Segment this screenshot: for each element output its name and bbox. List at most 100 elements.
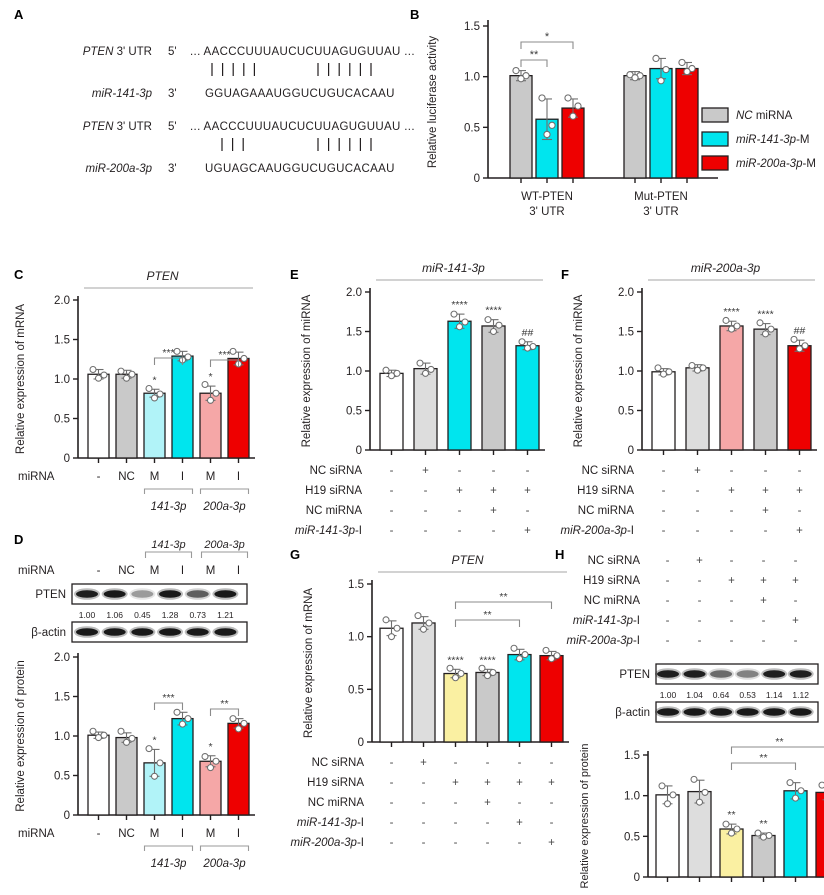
data-point: [569, 112, 577, 120]
data-point: [663, 800, 672, 808]
panel-g-svg: 0 0.5 1.0 1.5 Relative expression of mRNA PTE…: [290, 553, 569, 849]
significance-bracket: [209, 708, 240, 716]
matrix-cell: -: [458, 525, 462, 537]
data-point: [457, 670, 465, 678]
panel-label-e: E: [290, 267, 299, 282]
data-point: [184, 715, 192, 723]
data-point: [212, 757, 220, 765]
matrix-cell: -: [764, 465, 768, 477]
y-tick-label: 1.0: [54, 374, 70, 386]
data-point: [393, 624, 401, 632]
legend-swatch: [701, 155, 729, 171]
matrix-cell: -: [458, 465, 462, 477]
bar: [227, 357, 250, 459]
data-point: [795, 345, 804, 353]
bar: [481, 325, 506, 451]
bar: [815, 791, 824, 878]
data-point: [450, 310, 458, 318]
significance-label: ##: [794, 325, 806, 337]
legend-swatch: [701, 131, 729, 147]
matrix-cell: -: [390, 797, 394, 809]
data-point: [512, 66, 520, 75]
significance-label: **: [759, 818, 767, 830]
bar: [87, 734, 110, 816]
data-point: [89, 727, 97, 735]
matrix-cell: -: [730, 615, 734, 627]
blot-band-halo: [787, 668, 814, 680]
data-point: [701, 788, 709, 796]
blot-band: [710, 670, 733, 678]
matrix-cell: -: [762, 635, 766, 647]
legend-label: NC miRNA: [736, 110, 793, 122]
matrix-cell: -: [666, 595, 670, 607]
matrix-row-label: H19 siRNA: [577, 485, 634, 497]
alignment-mirna-name: miR-200a-3p: [86, 163, 153, 175]
significance-bracket: [730, 762, 797, 770]
panel-label-d: D: [14, 532, 24, 547]
x-tick-label: WT-PTEN: [521, 191, 573, 203]
legend-label: miR-141-3p-M: [736, 134, 810, 146]
y-axis-label: Relative expression of protein: [15, 660, 27, 812]
y-tick-label: 1.5: [624, 750, 640, 762]
alignment-end-label: 3': [168, 163, 177, 175]
matrix-cell: +: [796, 485, 803, 497]
y-tick-label: 0.5: [54, 771, 70, 783]
y-tick-label: 0.5: [54, 414, 70, 426]
matrix-cell: -: [486, 817, 490, 829]
group-label: 200a-3p: [202, 858, 246, 870]
legend-label: miR-200a-3p-M: [736, 158, 816, 170]
panel-title: PTEN: [146, 269, 178, 283]
matrix-cell: +: [516, 777, 523, 789]
data-point: [722, 820, 730, 828]
bar: [115, 373, 138, 459]
blot-band-halo: [734, 706, 761, 718]
data-point: [652, 54, 660, 63]
data-point: [145, 384, 153, 393]
data-point: [662, 65, 670, 74]
matrix-row-label: H19 siRNA: [305, 485, 362, 497]
legend-swatch: [701, 107, 729, 123]
bar: [719, 325, 744, 451]
matrix-cell: -: [764, 525, 768, 537]
y-tick-label: 1.0: [618, 366, 634, 378]
alignment-target-name: PTEN 3' UTR: [83, 46, 152, 58]
blot-band-halo: [101, 588, 128, 600]
matrix-cell: +: [484, 797, 491, 809]
y-tick-label: 2.0: [618, 287, 634, 299]
y-tick-label: 0.5: [346, 406, 362, 418]
bar: [411, 622, 436, 743]
x-tick-label: I: [181, 471, 184, 483]
matrix-cell: -: [492, 465, 496, 477]
blot-band: [657, 708, 679, 716]
data-point: [484, 316, 492, 324]
data-point: [683, 67, 691, 76]
panel-h-matrix-blot: NC siRNA - + - - - - H19 siRNA - - + + + + NC miRNA - - -…: [560, 542, 824, 727]
blot-band-halo: [681, 706, 708, 718]
matrix-cell: +: [484, 777, 491, 789]
panel-a-svg: PTEN 3' UTR 5' ... AACCCUUUAUCUCUUAGUGUUAU…: [83, 46, 415, 175]
blot-band-halo: [787, 706, 814, 718]
y-tick-label: 2.0: [346, 287, 362, 299]
significance-label: ****: [451, 299, 467, 311]
bar: [413, 367, 438, 451]
bar: [475, 671, 500, 743]
blot-band-halo: [184, 626, 211, 638]
matrix-cell: -: [798, 465, 802, 477]
panel-g-chart: 0 0.5 1.0 1.5 Relative expression of mRNA PTE…: [284, 542, 576, 894]
bar: [751, 834, 776, 878]
blot-band-halo: [101, 626, 128, 638]
bar: [227, 722, 250, 816]
significance-bracket: [520, 41, 574, 49]
significance-label: ***: [162, 347, 174, 359]
matrix-cell: -: [518, 757, 522, 769]
matrix-cell: -: [518, 797, 522, 809]
y-tick-label: 0.5: [624, 831, 640, 843]
x-tick-label: -: [97, 828, 101, 840]
blot-band-halo: [708, 706, 735, 718]
data-point: [797, 787, 805, 795]
bar: [507, 653, 532, 743]
blot-quant-value: 0.45: [134, 610, 151, 620]
blot-band: [186, 590, 209, 598]
matrix-cell: -: [526, 505, 530, 517]
group-bracket: [199, 488, 250, 494]
